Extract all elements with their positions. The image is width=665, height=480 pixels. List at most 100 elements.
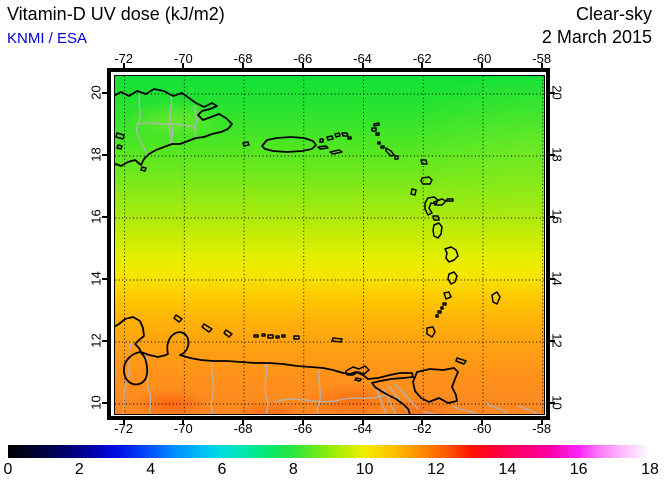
lon-tick-label-top: -60 [472, 51, 492, 66]
lon-tick-mark [361, 420, 364, 425]
lon-tick-mark [421, 63, 424, 68]
lon-tick-label-top: -70 [173, 51, 193, 66]
coastline-desirade [446, 198, 454, 202]
lat-tick-mark [102, 216, 107, 218]
graticule [115, 76, 544, 414]
lon-tick-label-bottom: -70 [173, 421, 193, 436]
lat-tick-mark [102, 154, 107, 156]
coastlines [115, 88, 501, 414]
lon-tick-mark [421, 420, 424, 425]
lon-tick-label-top: -58 [532, 51, 552, 66]
lon-tick-mark [122, 420, 125, 425]
lat-tick-mark [550, 340, 555, 342]
colorbar-tick-label: 12 [427, 461, 445, 478]
coastline-trinidad [412, 367, 459, 404]
lon-tick-mark [122, 63, 125, 68]
credit-label: KNMI / ESA [7, 30, 88, 47]
coastline-martinique [444, 246, 459, 263]
river-se-2 [486, 402, 508, 414]
coastline-anguilla-group [371, 122, 380, 136]
lat-tick-mark [102, 402, 107, 404]
hispaniola-border-4 [193, 105, 198, 139]
coastline-la-tortuga [331, 337, 343, 343]
delta-channel-4 [376, 389, 387, 414]
lon-tick-label-bottom: -72 [114, 421, 133, 436]
colorbar-tick-label: 16 [569, 461, 588, 478]
coastline-margarita [345, 365, 370, 382]
lon-tick-label-bottom: -66 [293, 421, 313, 436]
coastline-mona [242, 141, 250, 147]
lon-tick-mark [480, 420, 483, 425]
coastline-barbados [491, 291, 501, 305]
condition-label: Clear-sky [575, 4, 652, 24]
lat-tick-mark [102, 340, 107, 342]
delta-channel-3 [394, 383, 419, 410]
coastline-hispaniola [115, 88, 233, 167]
delta-channel-2 [388, 385, 410, 414]
coastline-st-croix [329, 149, 343, 155]
page-title: Vitamin-D UV dose (kJ/m2) [7, 4, 225, 24]
river-se-1 [453, 405, 477, 414]
lat-tick-mark [102, 92, 107, 94]
map-overlay-svg [115, 76, 544, 414]
coastline-antigua [420, 176, 433, 185]
haiti-dr-border [136, 92, 148, 155]
colorbar-tick-label: 2 [74, 461, 84, 478]
lon-tick-mark [301, 420, 304, 425]
river-2 [210, 361, 215, 414]
coastline-lake-maracaibo [123, 351, 149, 386]
coastline-st-lucia [447, 271, 458, 285]
colorbar-tick-label: 4 [146, 461, 156, 478]
lat-tick-mark [102, 278, 107, 280]
coastline-guadeloupe [424, 196, 447, 216]
river-se-4 [422, 410, 439, 414]
coastline-tobago [455, 357, 467, 365]
lat-tick-mark [550, 154, 555, 156]
lon-tick-mark [301, 63, 304, 68]
date-label: 2 March 2015 [541, 27, 652, 47]
coastline-grenadines [435, 302, 447, 318]
map-area [114, 75, 545, 415]
coastline-los-roques [253, 333, 300, 340]
coastline-virgin-islands [326, 132, 352, 141]
colorbar-tick-label: 6 [217, 461, 227, 478]
lat-tick-mark [550, 92, 555, 94]
coastline-marie-galante [432, 215, 440, 221]
coastline-curacao [201, 323, 213, 333]
lon-tick-label-bottom: -62 [412, 421, 432, 436]
lon-tick-label-bottom: -58 [532, 421, 552, 436]
colombia-venezuela-border [122, 343, 132, 414]
river-4 [316, 368, 321, 414]
colorbar-tick-label: 0 [3, 461, 13, 478]
coastline-gonave [115, 132, 125, 140]
lon-tick-mark [182, 420, 185, 425]
lat-tick-mark [550, 402, 555, 404]
lon-tick-mark [242, 420, 245, 425]
coastline-st-vincent [443, 291, 452, 300]
lon-tick-mark [182, 63, 185, 68]
coastline-aruba [173, 314, 183, 323]
colorbar-tick-label: 18 [641, 461, 659, 478]
coastline-beata [140, 166, 147, 172]
lat-tick-mark [550, 216, 555, 218]
lon-tick-label-top: -72 [114, 51, 133, 66]
lon-tick-mark [540, 420, 543, 425]
lon-tick-mark [242, 63, 245, 68]
lon-tick-label-top: -62 [412, 51, 432, 66]
coastline-saba-statia [377, 141, 385, 149]
lon-tick-label-bottom: -64 [353, 421, 372, 436]
colorbar [8, 445, 650, 458]
lon-tick-label-top: -64 [353, 51, 372, 66]
coastline-puerto-rico [261, 136, 317, 153]
lon-tick-mark [540, 63, 543, 68]
lon-tick-mark [480, 63, 483, 68]
coastline-dominica [432, 222, 443, 239]
hispaniola-border-2 [139, 121, 196, 128]
coastline-barbuda [420, 159, 428, 165]
lon-tick-label-bottom: -68 [233, 421, 253, 436]
coastline-islet-west [116, 144, 123, 150]
colorbar-tick-label: 10 [355, 461, 374, 478]
lat-tick-mark [550, 278, 555, 280]
river-3 [264, 363, 269, 414]
